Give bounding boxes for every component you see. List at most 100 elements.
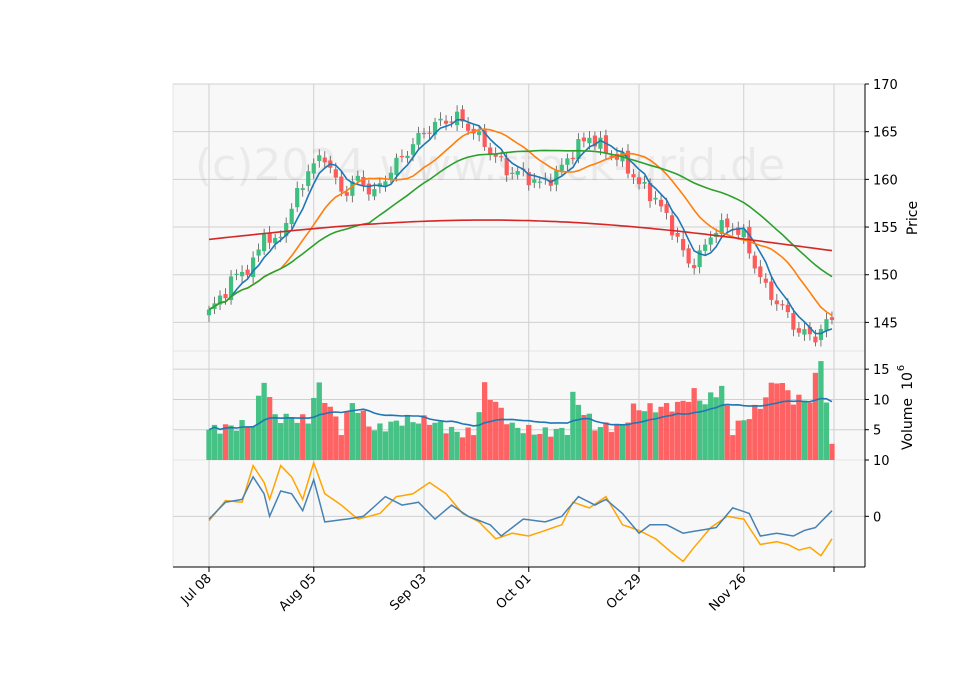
volume-bar <box>531 434 537 460</box>
candle-body <box>454 111 460 126</box>
volume-bar <box>763 397 769 460</box>
price-axis-tick-label: 145 <box>873 316 898 331</box>
candle-body <box>576 139 581 160</box>
volume-bar <box>719 385 725 460</box>
volume-bar <box>730 435 736 460</box>
volume-bar <box>327 406 333 460</box>
candle-body <box>807 326 813 335</box>
volume-bar <box>421 415 427 460</box>
candle-body <box>636 177 642 185</box>
candle-body <box>703 244 708 251</box>
candle-body <box>675 232 680 237</box>
volume-bar <box>426 424 433 460</box>
candle-body <box>372 189 377 197</box>
volume-bar <box>724 405 730 460</box>
candle-body <box>510 172 515 174</box>
volume-bar <box>785 390 791 460</box>
volume-bar <box>746 419 752 460</box>
volume-bar <box>581 414 587 460</box>
volume-bar <box>774 383 780 460</box>
candle-body <box>829 317 835 320</box>
volume-bar <box>625 422 631 460</box>
candle-body <box>262 233 267 252</box>
candle-body <box>322 157 327 163</box>
volume-bar <box>266 397 273 460</box>
candle-body <box>741 229 746 238</box>
volume-bar <box>757 408 763 460</box>
candle-body <box>769 281 774 300</box>
candle-body <box>625 150 631 174</box>
x-axis-tick-label: Oct 01 <box>493 571 534 612</box>
candle-body <box>554 170 559 185</box>
volume-bar <box>559 427 565 460</box>
candle-body <box>306 171 311 186</box>
candle-body <box>708 237 713 245</box>
volume-bar <box>801 400 808 460</box>
price-axis-label: Price <box>905 201 921 235</box>
candle-body <box>284 222 289 237</box>
ma-mid-line <box>208 128 833 317</box>
volume-bar <box>487 399 493 460</box>
volume-bar <box>493 401 499 460</box>
candle-body <box>692 265 697 269</box>
volume-bar <box>548 436 554 460</box>
volume-axis-tick-label: 15 <box>873 363 890 378</box>
candle-body <box>449 121 454 123</box>
volume-bar <box>360 410 367 460</box>
candle-body <box>780 304 785 306</box>
volume-bar <box>818 361 824 460</box>
volume-bar <box>570 391 576 460</box>
volume-bar <box>669 411 675 460</box>
x-axis-tick-label: Jul 08 <box>178 571 215 608</box>
candle-body <box>758 266 763 278</box>
volume-bar <box>211 424 218 460</box>
candle-body <box>477 131 482 136</box>
volume-bar <box>482 382 488 460</box>
candle-body <box>824 319 829 332</box>
candle-body <box>410 144 416 155</box>
candle-body <box>570 157 575 160</box>
candle-body <box>504 158 509 176</box>
volume-bar <box>636 410 642 460</box>
volume-bar <box>371 430 378 460</box>
volume-bar <box>608 432 615 460</box>
volume-bar <box>448 426 455 460</box>
price-panel-bg <box>172 83 866 352</box>
volume-bar <box>283 413 289 460</box>
volume-bar <box>454 431 460 460</box>
oscillator-axis-tick-label: 0 <box>873 510 881 525</box>
volume-bar <box>713 397 719 460</box>
volume-average-line <box>208 397 833 431</box>
volume-bar <box>779 382 785 460</box>
candle-body <box>239 271 245 277</box>
volume-axis-tick-label: 10 <box>873 393 890 408</box>
volume-bar <box>691 388 697 460</box>
volume-bar <box>250 426 256 460</box>
volume-bar <box>255 395 262 460</box>
candle-body <box>609 155 614 157</box>
candle-body <box>388 172 394 180</box>
volume-bar <box>630 403 637 460</box>
x-axis-tick-label: Oct 29 <box>604 571 645 612</box>
candle-body <box>796 328 801 333</box>
candle-body <box>438 118 443 121</box>
candle-body <box>311 163 316 174</box>
candle-body <box>361 176 366 186</box>
volume-bar <box>823 402 830 460</box>
volume-bar <box>410 422 416 460</box>
volume-bar <box>322 402 328 460</box>
candle-body <box>333 169 338 178</box>
volume-bar <box>399 425 405 460</box>
volume-bar <box>333 416 339 460</box>
candle-body <box>251 257 256 278</box>
volume-bar <box>278 423 284 460</box>
volume-axis-label: Volume <box>900 398 916 450</box>
oscillator-signal-line <box>208 460 833 563</box>
candle-body <box>383 181 388 186</box>
volume-bar <box>294 422 300 460</box>
volume-bar <box>597 427 604 460</box>
candle-body <box>813 336 818 343</box>
volume-bar <box>465 427 471 460</box>
candle-body <box>300 188 305 190</box>
